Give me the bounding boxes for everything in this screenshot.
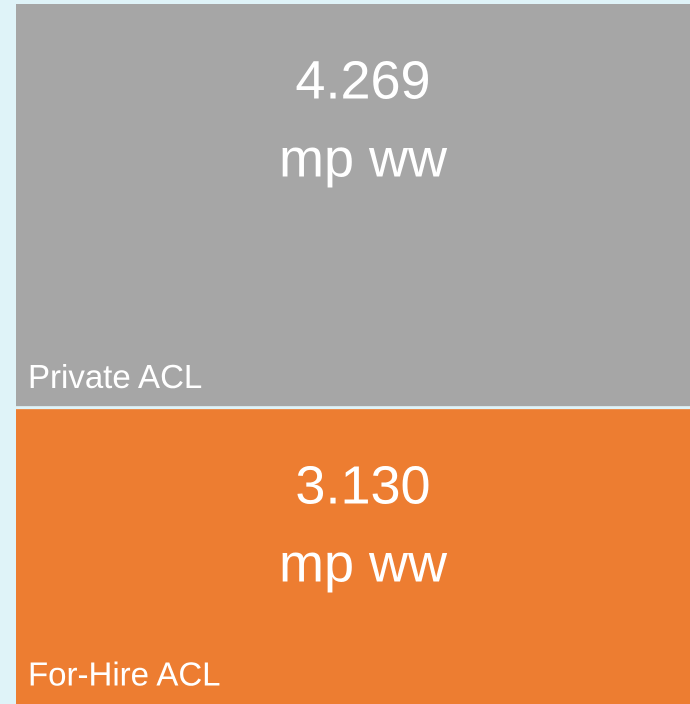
segment-name: For-Hire ACL [28,656,221,693]
value-label: 3.130 [295,455,430,515]
bar-segment [16,409,690,704]
unit-label: mp ww [279,533,448,593]
value-label: 4.269 [295,50,430,110]
segment-name: Private ACL [28,358,202,395]
unit-label: mp ww [279,128,448,188]
bar-segment [16,4,690,407]
